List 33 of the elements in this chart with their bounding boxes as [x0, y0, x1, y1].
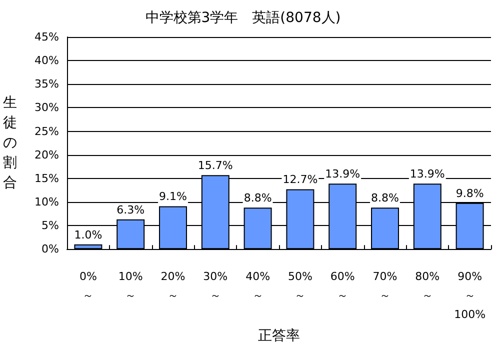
y-tick-label: 5% — [42, 219, 59, 232]
data-label: 1.0% — [74, 228, 102, 242]
y-axis-title: 生徒の割合 — [3, 95, 17, 192]
x-tick-label: 50% ～ — [288, 270, 312, 302]
data-label: 15.7% — [198, 159, 233, 172]
y-tick-label: 0% — [42, 242, 59, 256]
x-tick-label: 40% ～ — [246, 270, 270, 302]
x-tick-label: 20% ～ — [160, 270, 186, 302]
y-tick-label: 40% — [34, 54, 59, 68]
y-tick-label: 15% — [34, 172, 59, 185]
data-label: 13.9% — [325, 168, 360, 181]
y-tick-label: 30% — [34, 101, 59, 114]
x-tick-label: 60% ～ — [330, 270, 355, 302]
data-label: 8.8% — [244, 192, 272, 205]
y-tick-label: 20% — [34, 148, 59, 162]
x-tick-label: 0% ～ — [79, 270, 97, 302]
x-tick-label: 70% ～ — [372, 270, 398, 302]
y-tick-label: 25% — [34, 124, 59, 138]
data-label: 6.3% — [116, 203, 145, 216]
x-tick-label: 80% ～ — [415, 270, 440, 302]
data-label: 9.8% — [456, 186, 484, 200]
y-tick-label: 10% — [34, 195, 59, 208]
data-label: 13.9% — [410, 168, 445, 181]
x-axis-title: 正答率 — [258, 328, 300, 344]
x-tick-label: 30% ～ — [203, 270, 228, 302]
x-tick-label: 90% ～ 100% — [454, 270, 486, 322]
chart-title: 中学校第3学年 英語(8078人) — [145, 10, 341, 26]
y-tick-label: 45% — [34, 30, 59, 44]
data-label: 9.1% — [159, 190, 187, 204]
data-label: 12.7% — [282, 173, 318, 186]
data-label: 8.8% — [371, 192, 399, 205]
y-tick-label: 35% — [34, 78, 59, 91]
x-tick-label: 10% ～ — [118, 270, 143, 302]
